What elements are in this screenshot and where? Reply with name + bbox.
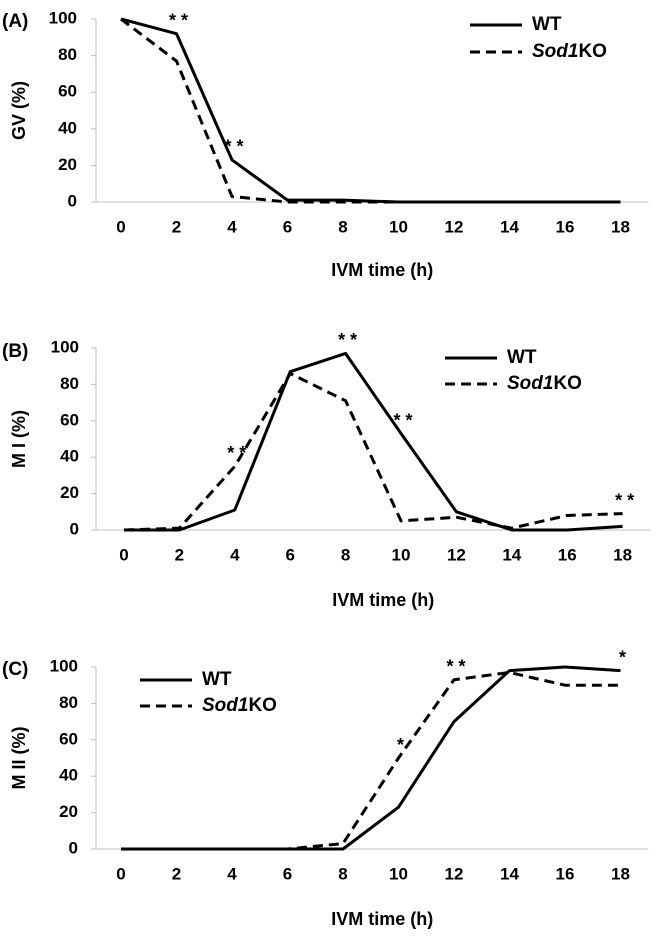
x-tick-label: 0	[116, 217, 125, 236]
x-tick-label: 12	[445, 217, 464, 236]
y-tick-label: 0	[70, 519, 79, 538]
y-tick-label: 60	[59, 729, 78, 748]
y-tick-label: 20	[60, 483, 79, 502]
chart-panel-2: (B) M I (%) 0 20 40 60 80 100 0 2 4 6 8 10 12 14 16 18 IVM…	[2, 330, 651, 610]
series-line-sod1ko	[120, 17, 621, 204]
data-point	[620, 685, 621, 686]
y-tick-label: 80	[59, 693, 78, 712]
legend-label: Sod1KO	[202, 695, 277, 716]
x-tick-label: 14	[502, 545, 521, 564]
x-tick-label: 14	[500, 864, 519, 883]
x-tick-label: 4	[227, 217, 237, 236]
x-tick-label: 16	[556, 217, 575, 236]
significance-marker: * *	[338, 330, 357, 350]
data-point	[343, 843, 344, 844]
legend-label: WT	[507, 347, 537, 368]
x-tick-label: 4	[230, 545, 240, 564]
legend-label-rest: KO	[553, 373, 582, 394]
legend-label-rest: KO	[248, 695, 277, 716]
significance-marker: * *	[169, 10, 188, 30]
y-tick-label: 60	[58, 82, 77, 101]
x-tick-label: 18	[611, 864, 630, 883]
series-line-wt	[124, 351, 623, 532]
x-tick-label: 6	[283, 217, 292, 236]
series-line-sod1ko	[123, 371, 623, 532]
y-axis-label: M I (%)	[9, 410, 29, 468]
chart-panel-1: (A) GV (%) 0 20 40 60 80 100 0 2 4 6 8 10 12 14 16 18 IVM …	[2, 8, 649, 280]
legend-label-italic: Sod1	[507, 373, 553, 394]
significance-marker: *	[397, 735, 404, 755]
x-tick-label: 12	[445, 864, 464, 883]
x-tick-label: 2	[172, 864, 181, 883]
legend-label-rest: KO	[578, 41, 607, 62]
x-tick-label: 6	[285, 545, 294, 564]
x-tick-label: 2	[175, 545, 184, 564]
panel-label: (C)	[2, 659, 28, 680]
y-tick-label: 40	[60, 447, 79, 466]
y-tick-label: 20	[59, 802, 78, 821]
y-tick-label: 60	[60, 410, 79, 429]
y-tick-label: 40	[58, 118, 77, 137]
x-tick-label: 2	[172, 217, 181, 236]
x-tick-label: 0	[116, 864, 125, 883]
legend-label-italic: Sod1	[202, 695, 248, 716]
x-axis-label: IVM time (h)	[331, 260, 433, 280]
legend-label: Sod1KO	[507, 373, 582, 394]
panel-label: (A)	[2, 11, 28, 32]
significance-marker: * *	[224, 137, 243, 157]
significance-marker: * *	[446, 656, 465, 676]
x-axis-label: IVM time (h)	[332, 590, 434, 610]
y-tick-label: 20	[58, 155, 77, 174]
significance-marker: * *	[615, 490, 634, 510]
x-tick-label: 0	[119, 545, 128, 564]
y-axis-label: M II (%)	[9, 727, 29, 790]
x-tick-label: 8	[338, 217, 347, 236]
x-tick-label: 8	[338, 864, 347, 883]
y-tick-label: 80	[60, 374, 79, 393]
y-tick-label: 0	[69, 838, 78, 857]
legend-label-italic: Sod1	[532, 41, 578, 62]
y-tick-label: 100	[51, 337, 79, 356]
significance-marker: *	[619, 647, 626, 667]
panel-label: (B)	[2, 341, 28, 362]
x-tick-label: 10	[389, 864, 408, 883]
chart-panel-3: (C) M II (%) 0 20 40 60 80 100 0 2 4 6 8 10 12 14 16 18 IV…	[2, 647, 649, 929]
legend-label: WT	[202, 669, 232, 690]
x-tick-label: 16	[556, 864, 575, 883]
x-tick-label: 12	[447, 545, 466, 564]
significance-marker: * *	[393, 410, 412, 430]
legend-label: Sod1KO	[532, 41, 607, 62]
x-tick-label: 14	[500, 217, 519, 236]
y-tick-label: 40	[59, 766, 78, 785]
x-tick-label: 10	[389, 217, 408, 236]
series-line-sod1ko	[121, 670, 621, 851]
x-tick-label: 10	[392, 545, 411, 564]
series-line-wt	[121, 665, 621, 851]
y-tick-label: 100	[49, 8, 77, 27]
y-tick-label: 80	[58, 45, 77, 64]
x-tick-label: 18	[613, 545, 632, 564]
x-tick-label: 8	[341, 545, 350, 564]
legend-label: WT	[532, 14, 562, 35]
x-axis-label: IVM time (h)	[331, 909, 433, 929]
y-tick-label: 0	[68, 191, 77, 210]
y-axis-label: GV (%)	[9, 81, 29, 140]
x-tick-label: 16	[558, 545, 577, 564]
y-tick-label: 100	[50, 656, 78, 675]
x-tick-label: 4	[227, 864, 237, 883]
x-tick-label: 6	[283, 864, 292, 883]
x-tick-label: 18	[611, 217, 630, 236]
significance-marker: * *	[227, 443, 246, 463]
